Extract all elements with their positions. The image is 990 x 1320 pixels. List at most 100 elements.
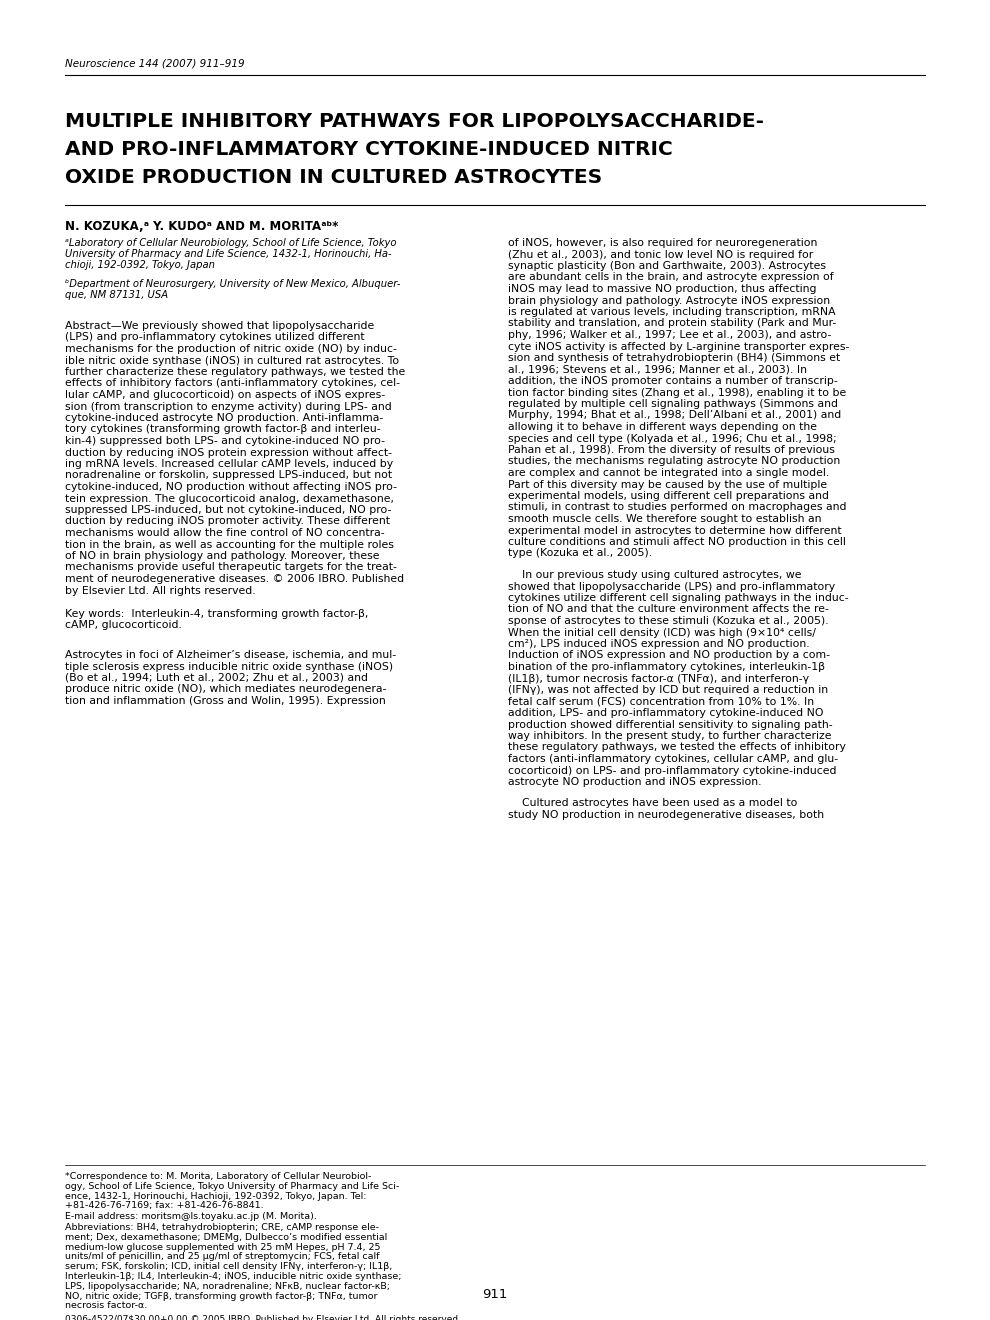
Text: al., 1996; Stevens et al., 1996; Manner et al., 2003). In: al., 1996; Stevens et al., 1996; Manner … — [508, 364, 807, 375]
Text: ᵃLaboratory of Cellular Neurobiology, School of Life Science, Tokyo: ᵃLaboratory of Cellular Neurobiology, Sc… — [65, 238, 397, 248]
Text: lular cAMP, and glucocorticoid) on aspects of iNOS expres-: lular cAMP, and glucocorticoid) on aspec… — [65, 389, 385, 400]
Text: culture conditions and stimuli affect NO production in this cell: culture conditions and stimuli affect NO… — [508, 537, 845, 546]
Text: phy, 1996; Walker et al., 1997; Lee et al., 2003), and astro-: phy, 1996; Walker et al., 1997; Lee et a… — [508, 330, 832, 341]
Text: Murphy, 1994; Bhat et al., 1998; Dell’Albani et al., 2001) and: Murphy, 1994; Bhat et al., 1998; Dell’Al… — [508, 411, 842, 421]
Text: ence, 1432-1, Horinouchi, Hachioji, 192-0392, Tokyo, Japan. Tel:: ence, 1432-1, Horinouchi, Hachioji, 192-… — [65, 1192, 367, 1201]
Text: synaptic plasticity (Bon and Garthwaite, 2003). Astrocytes: synaptic plasticity (Bon and Garthwaite,… — [508, 261, 826, 271]
Text: Neuroscience 144 (2007) 911–919: Neuroscience 144 (2007) 911–919 — [65, 58, 245, 69]
Text: cytokines utilize different cell signaling pathways in the induc-: cytokines utilize different cell signali… — [508, 593, 848, 603]
Text: kin-4) suppressed both LPS- and cytokine-induced NO pro-: kin-4) suppressed both LPS- and cytokine… — [65, 436, 385, 446]
Text: regulated by multiple cell signaling pathways (Simmons and: regulated by multiple cell signaling pat… — [508, 399, 838, 409]
Text: suppressed LPS-induced, but not cytokine-induced, NO pro-: suppressed LPS-induced, but not cytokine… — [65, 506, 392, 515]
Text: mechanisms provide useful therapeutic targets for the treat-: mechanisms provide useful therapeutic ta… — [65, 562, 397, 573]
Text: mechanisms would allow the fine control of NO concentra-: mechanisms would allow the fine control … — [65, 528, 385, 539]
Text: experimental models, using different cell preparations and: experimental models, using different cel… — [508, 491, 829, 502]
Text: (LPS) and pro-inflammatory cytokines utilized different: (LPS) and pro-inflammatory cytokines uti… — [65, 333, 365, 342]
Text: experimental model in astrocytes to determine how different: experimental model in astrocytes to dete… — [508, 525, 842, 536]
Text: Part of this diversity may be caused by the use of multiple: Part of this diversity may be caused by … — [508, 479, 827, 490]
Text: are complex and cannot be integrated into a single model.: are complex and cannot be integrated int… — [508, 469, 829, 478]
Text: LPS, lipopolysaccharide; NA, noradrenaline; NFκB, nuclear factor-κB;: LPS, lipopolysaccharide; NA, noradrenali… — [65, 1282, 390, 1291]
Text: brain physiology and pathology. Astrocyte iNOS expression: brain physiology and pathology. Astrocyt… — [508, 296, 830, 305]
Text: tion factor binding sites (Zhang et al., 1998), enabling it to be: tion factor binding sites (Zhang et al.,… — [508, 388, 846, 397]
Text: factors (anti-inflammatory cytokines, cellular cAMP, and glu-: factors (anti-inflammatory cytokines, ce… — [508, 754, 838, 764]
Text: cytokine-induced, NO production without affecting iNOS pro-: cytokine-induced, NO production without … — [65, 482, 397, 492]
Text: duction by reducing iNOS promoter activity. These different: duction by reducing iNOS promoter activi… — [65, 516, 390, 527]
Text: noradrenaline or forskolin, suppressed LPS-induced, but not: noradrenaline or forskolin, suppressed L… — [65, 470, 392, 480]
Text: showed that lipopolysaccharide (LPS) and pro-inflammatory: showed that lipopolysaccharide (LPS) and… — [508, 582, 835, 591]
Text: tion and inflammation (Gross and Wolin, 1995). Expression: tion and inflammation (Gross and Wolin, … — [65, 696, 386, 706]
Text: ment of neurodegenerative diseases. © 2006 IBRO. Published: ment of neurodegenerative diseases. © 20… — [65, 574, 405, 583]
Text: cocorticoid) on LPS- and pro-inflammatory cytokine-induced: cocorticoid) on LPS- and pro-inflammator… — [508, 766, 837, 776]
Text: tion of NO and that the culture environment affects the re-: tion of NO and that the culture environm… — [508, 605, 829, 615]
Text: chioji, 192-0392, Tokyo, Japan: chioji, 192-0392, Tokyo, Japan — [65, 260, 216, 271]
Text: produce nitric oxide (NO), which mediates neurodegenera-: produce nitric oxide (NO), which mediate… — [65, 685, 387, 694]
Text: Abstract—We previously showed that lipopolysaccharide: Abstract—We previously showed that lipop… — [65, 321, 374, 331]
Text: cyte iNOS activity is affected by L-arginine transporter expres-: cyte iNOS activity is affected by L-argi… — [508, 342, 849, 351]
Text: ogy, School of Life Science, Tokyo University of Pharmacy and Life Sci-: ogy, School of Life Science, Tokyo Unive… — [65, 1181, 400, 1191]
Text: by Elsevier Ltd. All rights reserved.: by Elsevier Ltd. All rights reserved. — [65, 586, 256, 595]
Text: astrocyte NO production and iNOS expression.: astrocyte NO production and iNOS express… — [508, 777, 761, 787]
Text: MULTIPLE INHIBITORY PATHWAYS FOR LIPOPOLYSACCHARIDE-: MULTIPLE INHIBITORY PATHWAYS FOR LIPOPOL… — [65, 112, 764, 131]
Text: effects of inhibitory factors (anti-inflammatory cytokines, cel-: effects of inhibitory factors (anti-infl… — [65, 379, 400, 388]
Text: addition, LPS- and pro-inflammatory cytokine-induced NO: addition, LPS- and pro-inflammatory cyto… — [508, 708, 824, 718]
Text: N. KOZUKA,ᵃ Y. KUDOᵃ AND M. MORITAᵃᵇ*: N. KOZUKA,ᵃ Y. KUDOᵃ AND M. MORITAᵃᵇ* — [65, 220, 339, 234]
Text: smooth muscle cells. We therefore sought to establish an: smooth muscle cells. We therefore sought… — [508, 513, 822, 524]
Text: Astrocytes in foci of Alzheimer’s disease, ischemia, and mul-: Astrocytes in foci of Alzheimer’s diseas… — [65, 649, 396, 660]
Text: 0306-4522/07$30.00+0.00 © 2005 IBRO. Published by Elsevier Ltd. All rights reser: 0306-4522/07$30.00+0.00 © 2005 IBRO. Pub… — [65, 1315, 461, 1320]
Text: ᵇDepartment of Neurosurgery, University of New Mexico, Albuquer-: ᵇDepartment of Neurosurgery, University … — [65, 279, 401, 289]
Text: mechanisms for the production of nitric oxide (NO) by induc-: mechanisms for the production of nitric … — [65, 345, 397, 354]
Text: +81-426-76-7169; fax: +81-426-76-8841.: +81-426-76-7169; fax: +81-426-76-8841. — [65, 1201, 264, 1210]
Text: tory cytokines (transforming growth factor-β and interleu-: tory cytokines (transforming growth fact… — [65, 425, 381, 434]
Text: Interleukin-1β; IL4, Interleukin-4; iNOS, inducible nitric oxide synthase;: Interleukin-1β; IL4, Interleukin-4; iNOS… — [65, 1272, 402, 1280]
Text: sion and synthesis of tetrahydrobiopterin (BH4) (Simmons et: sion and synthesis of tetrahydrobiopteri… — [508, 352, 841, 363]
Text: cAMP, glucocorticoid.: cAMP, glucocorticoid. — [65, 620, 182, 631]
Text: fetal calf serum (FCS) concentration from 10% to 1%. In: fetal calf serum (FCS) concentration fro… — [508, 697, 814, 706]
Text: medium-low glucose supplemented with 25 mM Hepes, pH 7.4, 25: medium-low glucose supplemented with 25 … — [65, 1242, 381, 1251]
Text: study NO production in neurodegenerative diseases, both: study NO production in neurodegenerative… — [508, 810, 824, 820]
Text: of NO in brain physiology and pathology. Moreover, these: of NO in brain physiology and pathology.… — [65, 550, 380, 561]
Text: studies, the mechanisms regulating astrocyte NO production: studies, the mechanisms regulating astro… — [508, 457, 841, 466]
Text: Induction of iNOS expression and NO production by a com-: Induction of iNOS expression and NO prod… — [508, 651, 830, 660]
Text: necrosis factor-α.: necrosis factor-α. — [65, 1302, 148, 1311]
Text: tiple sclerosis express inducible nitric oxide synthase (iNOS): tiple sclerosis express inducible nitric… — [65, 661, 393, 672]
Text: que, NM 87131, USA: que, NM 87131, USA — [65, 290, 168, 300]
Text: University of Pharmacy and Life Science, 1432-1, Horinouchi, Ha-: University of Pharmacy and Life Science,… — [65, 249, 392, 259]
Text: stimuli, in contrast to studies performed on macrophages and: stimuli, in contrast to studies performe… — [508, 503, 846, 512]
Text: further characterize these regulatory pathways, we tested the: further characterize these regulatory pa… — [65, 367, 406, 378]
Text: ment; Dex, dexamethasone; DMEMg, Dulbecco’s modified essential: ment; Dex, dexamethasone; DMEMg, Dulbecc… — [65, 1233, 388, 1242]
Text: 911: 911 — [482, 1288, 508, 1302]
Text: OXIDE PRODUCTION IN CULTURED ASTROCYTES: OXIDE PRODUCTION IN CULTURED ASTROCYTES — [65, 168, 603, 187]
Text: cytokine-induced astrocyte NO production. Anti-inflamma-: cytokine-induced astrocyte NO production… — [65, 413, 383, 422]
Text: (IL1β), tumor necrosis factor-α (TNFα), and interferon-γ: (IL1β), tumor necrosis factor-α (TNFα), … — [508, 673, 809, 684]
Text: allowing it to behave in different ways depending on the: allowing it to behave in different ways … — [508, 422, 817, 432]
Text: iNOS may lead to massive NO production, thus affecting: iNOS may lead to massive NO production, … — [508, 284, 817, 294]
Text: serum; FSK, forskolin; ICD, initial cell density IFNγ, interferon-γ; IL1β,: serum; FSK, forskolin; ICD, initial cell… — [65, 1262, 393, 1271]
Text: of iNOS, however, is also required for neuroregeneration: of iNOS, however, is also required for n… — [508, 238, 818, 248]
Text: stability and translation, and protein stability (Park and Mur-: stability and translation, and protein s… — [508, 318, 837, 329]
Text: Abbreviations: BH4, tetrahydrobiopterin; CRE, cAMP response ele-: Abbreviations: BH4, tetrahydrobiopterin;… — [65, 1224, 379, 1232]
Text: In our previous study using cultured astrocytes, we: In our previous study using cultured ast… — [508, 570, 801, 579]
Text: species and cell type (Kolyada et al., 1996; Chu et al., 1998;: species and cell type (Kolyada et al., 1… — [508, 433, 837, 444]
Text: way inhibitors. In the present study, to further characterize: way inhibitors. In the present study, to… — [508, 731, 832, 741]
Text: are abundant cells in the brain, and astrocyte expression of: are abundant cells in the brain, and ast… — [508, 272, 834, 282]
Text: AND PRO-INFLAMMATORY CYTOKINE-INDUCED NITRIC: AND PRO-INFLAMMATORY CYTOKINE-INDUCED NI… — [65, 140, 673, 158]
Text: tion in the brain, as well as accounting for the multiple roles: tion in the brain, as well as accounting… — [65, 540, 394, 549]
Text: NO, nitric oxide; TGFβ, transforming growth factor-β; TNFα, tumor: NO, nitric oxide; TGFβ, transforming gro… — [65, 1291, 378, 1300]
Text: type (Kozuka et al., 2005).: type (Kozuka et al., 2005). — [508, 549, 652, 558]
Text: Cultured astrocytes have been used as a model to: Cultured astrocytes have been used as a … — [508, 799, 797, 808]
Text: ing mRNA levels. Increased cellular cAMP levels, induced by: ing mRNA levels. Increased cellular cAMP… — [65, 459, 393, 469]
Text: Key words:  Interleukin-4, transforming growth factor-β,: Key words: Interleukin-4, transforming g… — [65, 609, 368, 619]
Text: When the initial cell density (ICD) was high (9×10⁴ cells/: When the initial cell density (ICD) was … — [508, 627, 816, 638]
Text: *Correspondence to: M. Morita, Laboratory of Cellular Neurobiol-: *Correspondence to: M. Morita, Laborator… — [65, 1172, 371, 1181]
Text: cm²), LPS induced iNOS expression and NO production.: cm²), LPS induced iNOS expression and NO… — [508, 639, 810, 649]
Text: (IFNγ), was not affected by ICD but required a reduction in: (IFNγ), was not affected by ICD but requ… — [508, 685, 828, 696]
Text: bination of the pro-inflammatory cytokines, interleukin-1β: bination of the pro-inflammatory cytokin… — [508, 663, 825, 672]
Text: units/ml of penicillin, and 25 μg/ml of streptomycin; FCS, fetal calf: units/ml of penicillin, and 25 μg/ml of … — [65, 1253, 380, 1262]
Text: is regulated at various levels, including transcription, mRNA: is regulated at various levels, includin… — [508, 308, 836, 317]
Text: (Zhu et al., 2003), and tonic low level NO is required for: (Zhu et al., 2003), and tonic low level … — [508, 249, 813, 260]
Text: sponse of astrocytes to these stimuli (Kozuka et al., 2005).: sponse of astrocytes to these stimuli (K… — [508, 616, 829, 626]
Text: ible nitric oxide synthase (iNOS) in cultured rat astrocytes. To: ible nitric oxide synthase (iNOS) in cul… — [65, 355, 400, 366]
Text: tein expression. The glucocorticoid analog, dexamethasone,: tein expression. The glucocorticoid anal… — [65, 494, 394, 503]
Text: E-mail address: moritsm@ls.toyaku.ac.jp (M. Morita).: E-mail address: moritsm@ls.toyaku.ac.jp … — [65, 1212, 317, 1221]
Text: addition, the iNOS promoter contains a number of transcrip-: addition, the iNOS promoter contains a n… — [508, 376, 838, 385]
